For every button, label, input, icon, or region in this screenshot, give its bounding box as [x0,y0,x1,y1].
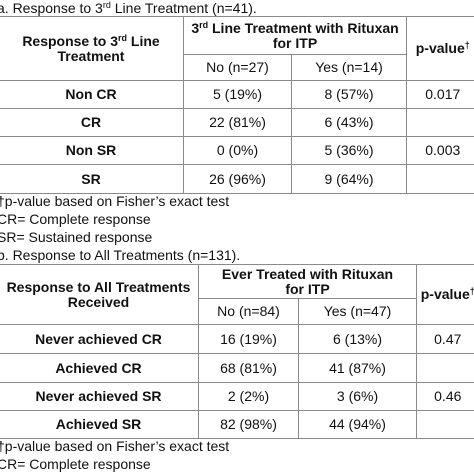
cell-no: 22 (81%) [183,108,292,137]
cell-no: 0 (0%) [183,136,292,165]
cell-yes: 6 (43%) [290,108,408,137]
table-b-subheader-no: No (n=84) [198,298,299,325]
table-b-subheader-yes: Yes (n=47) [297,298,418,325]
table-b-note-cr: CR= Complete response [0,456,151,472]
table-a-subheader-no: No (n=27) [183,54,292,81]
row-label: Non CR [0,80,184,109]
cell-no: 68 (81%) [198,353,299,383]
cell-no: 16 (19%) [198,324,299,354]
table-row: Never achieved SR 2 (2%) 3 (6%) 0.46 [0,382,474,411]
table-a-subheader-yes: Yes (n=14) [290,54,408,81]
cell-no: 2 (2%) [198,382,299,411]
table-b-col2-header: Ever Treated with Rituxan for ITP [197,264,418,299]
table-b-col1-header: Response to All Treatments Received [0,264,199,325]
row-label: Achieved CR [0,353,199,383]
table-a-col1-header-line2: Treatment [57,47,125,64]
cell-yes: 5 (36%) [290,136,408,165]
table-b-pvalue-header-text: p-value [420,286,470,302]
row-label: Non SR [0,136,184,165]
cell-pvalue: 0.017 [406,80,474,109]
table-b-col2-header-line1: Ever Treated with Rituxan [221,265,394,282]
table-b-pvalue-header-sup: † [470,286,474,296]
cell-no: 5 (19%) [183,80,292,109]
cell-yes: 3 (6%) [297,382,418,411]
table-a: Response to 3rd Line Treatment 3rd Line … [0,16,474,194]
table-a-col1-header-suffix: Line [127,32,160,49]
table-row: SR 26 (96%) 9 (64%) [0,164,474,194]
cell-no: 26 (96%) [183,164,292,194]
table-a-caption-prefix: a. Response to 3 [0,0,103,16]
table-row: Never achieved CR 16 (19%) 6 (13%) 0.47 [0,324,474,354]
table-a-note-cr: CR= Complete response [0,211,151,227]
table-a-col1-header-prefix: Response to 3 [22,32,119,49]
table-a-col1-header: Response to 3rd Line Treatment [0,16,184,81]
cell-yes: 9 (64%) [290,164,408,194]
table-b-col1-header-line1: Response to All Treatments [6,278,191,295]
cell-pvalue [416,410,474,439]
cell-pvalue [406,108,474,137]
table-a-pvalue-header: p-value† [406,16,474,81]
cell-yes: 6 (13%) [297,324,418,354]
table-b-caption: b. Response to All Treatments (n=131). [0,247,241,263]
table-a-col2-header: 3rd Line Treatment with Rituxan for ITP [182,16,408,55]
row-label: CR [0,108,184,137]
cell-pvalue: 0.47 [416,324,474,354]
table-a-note-sr: SR= Sustained response [0,229,153,245]
table-a-col2-header-suffix: Line Treatment with Rituxan [208,19,399,36]
table-a-note-fisher: †p-value based on Fisher’s exact test [0,193,230,209]
table-a-col1-header-sup: rd [118,32,128,43]
table-b: Response to All Treatments Received Ever… [0,264,474,439]
cell-yes: 41 (87%) [297,353,418,383]
cell-pvalue [406,164,474,194]
row-label: Never achieved CR [0,324,199,354]
table-a-caption-sup: rd [102,0,111,10]
table-a-pvalue-header-sup: † [464,40,470,50]
table-a-col2-header-line2: for ITP [272,34,318,51]
table-a-col2-header-sup: rd [199,19,209,30]
cell-pvalue: 0.46 [416,382,474,411]
table-b-pvalue-header: p-value† [416,264,474,325]
cell-yes: 44 (94%) [297,410,418,439]
row-label: SR [0,164,184,194]
table-a-caption-suffix: Line Treatment (n=41). [110,0,257,16]
table-b-note-fisher: †p-value based on Fisher’s exact test [0,438,230,454]
table-b-col1-header-line2: Received [67,293,130,310]
cell-pvalue [416,353,474,383]
row-label: Never achieved SR [0,382,199,411]
cell-no: 82 (98%) [198,410,299,439]
table-a-caption: a. Response to 3rd Line Treatment (n=41)… [0,0,257,16]
table-row: Non CR 5 (19%) 8 (57%) 0.017 [0,80,474,109]
cell-yes: 8 (57%) [290,80,408,109]
table-row: CR 22 (81%) 6 (43%) [0,108,474,137]
table-row: Achieved SR 82 (98%) 44 (94%) [0,410,474,439]
table-a-col2-header-prefix: 3 [191,19,200,36]
row-label: Achieved SR [0,410,199,439]
cell-pvalue: 0.003 [406,136,474,165]
table-a-pvalue-header-text: p-value [415,40,465,56]
table-row: Non SR 0 (0%) 5 (36%) 0.003 [0,136,474,165]
table-b-col2-header-line2: for ITP [285,280,330,297]
table-row: Achieved CR 68 (81%) 41 (87%) [0,353,474,383]
